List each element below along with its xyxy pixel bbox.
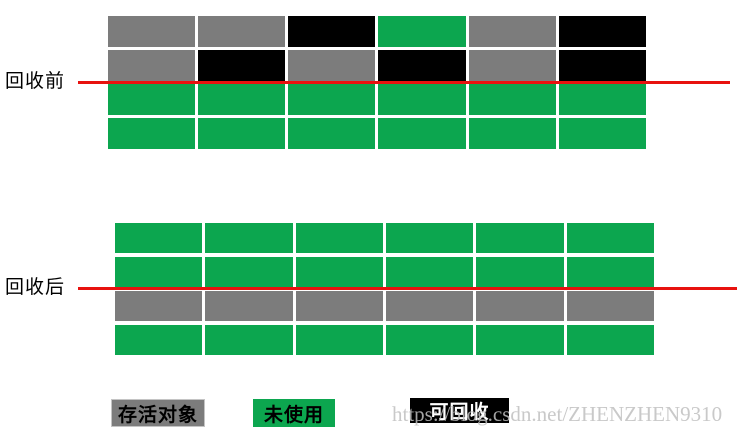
after-reference-line <box>78 287 737 290</box>
memory-cell-live <box>108 50 196 81</box>
memory-cell-unused <box>115 257 203 287</box>
csdn-watermark: https://blog.csdn.net/ZHENZHEN9310 <box>392 402 723 426</box>
legend-collectible: 可回收 <box>410 398 509 423</box>
memory-cell-unused <box>295 223 383 253</box>
memory-cell-live <box>115 291 203 321</box>
memory-cell-live <box>468 50 556 81</box>
memory-cell-live <box>566 291 654 321</box>
memory-cell-unused <box>205 223 293 253</box>
memory-cell-live <box>288 50 376 81</box>
after-gc-label: 回收后 <box>5 277 66 298</box>
memory-cell-unused <box>378 16 466 47</box>
legend-unused: 未使用 <box>253 399 335 427</box>
memory-cell-collectible <box>558 50 646 81</box>
memory-cell-unused <box>566 223 654 253</box>
memory-cell-unused <box>288 118 376 149</box>
legend-collectible-label: 可回收 <box>429 402 490 423</box>
memory-cell-unused <box>378 84 466 115</box>
memory-cell-collectible <box>198 50 286 81</box>
memory-cell-unused <box>476 325 564 355</box>
memory-cell-unused <box>378 118 466 149</box>
legend-unused-label: 未使用 <box>263 404 324 426</box>
memory-cell-unused <box>566 325 654 355</box>
memory-cell-unused <box>558 84 646 115</box>
memory-cell-unused <box>386 325 474 355</box>
memory-cell-collectible <box>558 16 646 47</box>
memory-cell-unused <box>108 84 196 115</box>
memory-cell-unused <box>295 325 383 355</box>
memory-cell-live <box>476 291 564 321</box>
memory-cell-unused <box>108 118 196 149</box>
memory-cell-live <box>295 291 383 321</box>
memory-cell-live <box>108 16 196 47</box>
memory-cell-collectible <box>288 16 376 47</box>
memory-cell-collectible <box>378 50 466 81</box>
memory-cell-live <box>205 291 293 321</box>
memory-cell-unused <box>386 257 474 287</box>
memory-cell-live <box>386 291 474 321</box>
legend-live-objects-label: 存活对象 <box>117 404 198 426</box>
memory-cell-unused <box>115 325 203 355</box>
memory-cell-unused <box>115 223 203 253</box>
memory-cell-unused <box>566 257 654 287</box>
memory-cell-unused <box>468 118 556 149</box>
before-gc-memory-grid <box>108 16 646 149</box>
after-gc-memory-grid <box>115 223 654 355</box>
memory-cell-live <box>198 16 286 47</box>
memory-cell-unused <box>198 84 286 115</box>
memory-cell-unused <box>295 257 383 287</box>
memory-cell-unused <box>386 223 474 253</box>
memory-cell-live <box>468 16 556 47</box>
memory-cell-unused <box>476 257 564 287</box>
memory-cell-unused <box>288 84 376 115</box>
memory-cell-unused <box>205 325 293 355</box>
memory-cell-unused <box>476 223 564 253</box>
memory-cell-unused <box>205 257 293 287</box>
legend-live-objects: 存活对象 <box>111 399 205 427</box>
memory-cell-unused <box>198 118 286 149</box>
before-gc-label: 回收前 <box>5 71 66 92</box>
memory-cell-unused <box>558 118 646 149</box>
memory-cell-unused <box>468 84 556 115</box>
before-reference-line <box>78 81 730 84</box>
